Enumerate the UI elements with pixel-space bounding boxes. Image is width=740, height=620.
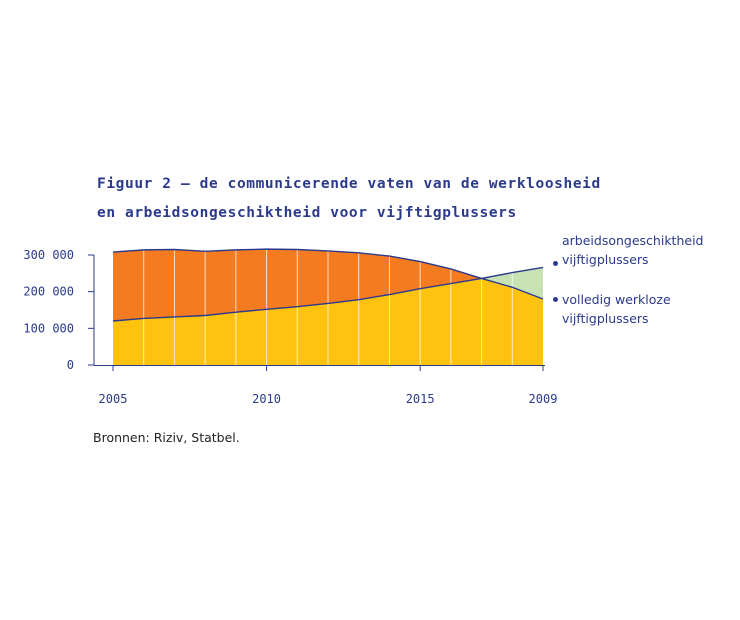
chart-axes: 0 100 000 200 000 300 000 2005 2010 2015 2009 xyxy=(23,248,557,406)
legend-werkloze: volledig werkloze vijftigplussers xyxy=(562,290,671,328)
legend-dot-werkloos xyxy=(553,297,558,302)
x-tick-label: 2010 xyxy=(252,392,281,406)
line-arbeidsongeschiktheid xyxy=(112,266,544,322)
x-tick-label: 2009 xyxy=(529,392,558,406)
line-volledig-werkloze xyxy=(112,248,544,300)
y-tick-label: 100 000 xyxy=(23,321,74,335)
legend-werkloos-line-2: vijftigplussers xyxy=(562,311,649,326)
y-tick-label: 300 000 xyxy=(23,248,74,262)
legend-werkloos-line-1: volledig werkloze xyxy=(562,292,671,307)
year-separator-lines xyxy=(143,249,513,365)
x-tick-label: 2005 xyxy=(99,392,128,406)
legend-dot-arbeid xyxy=(553,261,558,266)
source-note: Bronnen: Riziv, Statbel. xyxy=(93,430,240,445)
chart-title-line-1: Figuur 2 – de communicerende vaten van d… xyxy=(97,176,601,192)
y-tick-label: 0 xyxy=(67,358,74,372)
legend-arbeid-line-1: arbeidsongeschiktheid xyxy=(562,233,704,248)
legend-arbeid-line-2: vijftigplussers xyxy=(562,252,649,267)
series-lines xyxy=(112,248,544,322)
x-tick-label: 2015 xyxy=(406,392,435,406)
y-tick-label: 200 000 xyxy=(23,285,74,299)
chart-title-line-2: en arbeidsongeschiktheid voor vijftigplu… xyxy=(97,205,517,221)
legend-arbeidsongeschiktheid: arbeidsongeschiktheid vijftigplussers xyxy=(562,231,703,269)
